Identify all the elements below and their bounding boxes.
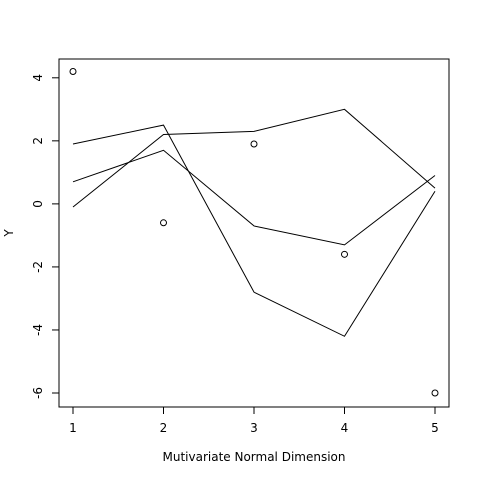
y-tick-label: 2 [31, 137, 45, 145]
x-tick-label: 1 [69, 421, 77, 435]
series-line-3 [72, 108, 436, 208]
x-tick-label: 5 [431, 421, 439, 435]
y-axis-label: Y [2, 229, 16, 238]
x-tick-label: 2 [160, 421, 168, 435]
y-tick-label: -6 [31, 387, 45, 399]
data-point [160, 219, 167, 227]
x-tick-label: 4 [341, 421, 349, 435]
y-tick-label: 0 [31, 200, 45, 208]
data-points [69, 68, 439, 397]
data-point [341, 250, 348, 258]
y-tick-label: 4 [31, 74, 45, 82]
series-line-1 [72, 124, 436, 337]
x-axis-label: Mutivariate Normal Dimension [163, 450, 346, 464]
data-point [250, 140, 258, 148]
y-axis: -6 -4 -2 0 2 4 [31, 74, 59, 399]
y-tick-label: -4 [31, 324, 45, 336]
x-axis: 1 2 3 4 5 [69, 407, 439, 435]
series-lines [72, 108, 436, 337]
x-tick-label: 3 [250, 421, 258, 435]
y-tick-label: -2 [31, 261, 45, 273]
data-point [431, 389, 439, 397]
data-point [69, 68, 77, 75]
plot-frame [58, 58, 450, 408]
series-line-2 [72, 149, 436, 246]
